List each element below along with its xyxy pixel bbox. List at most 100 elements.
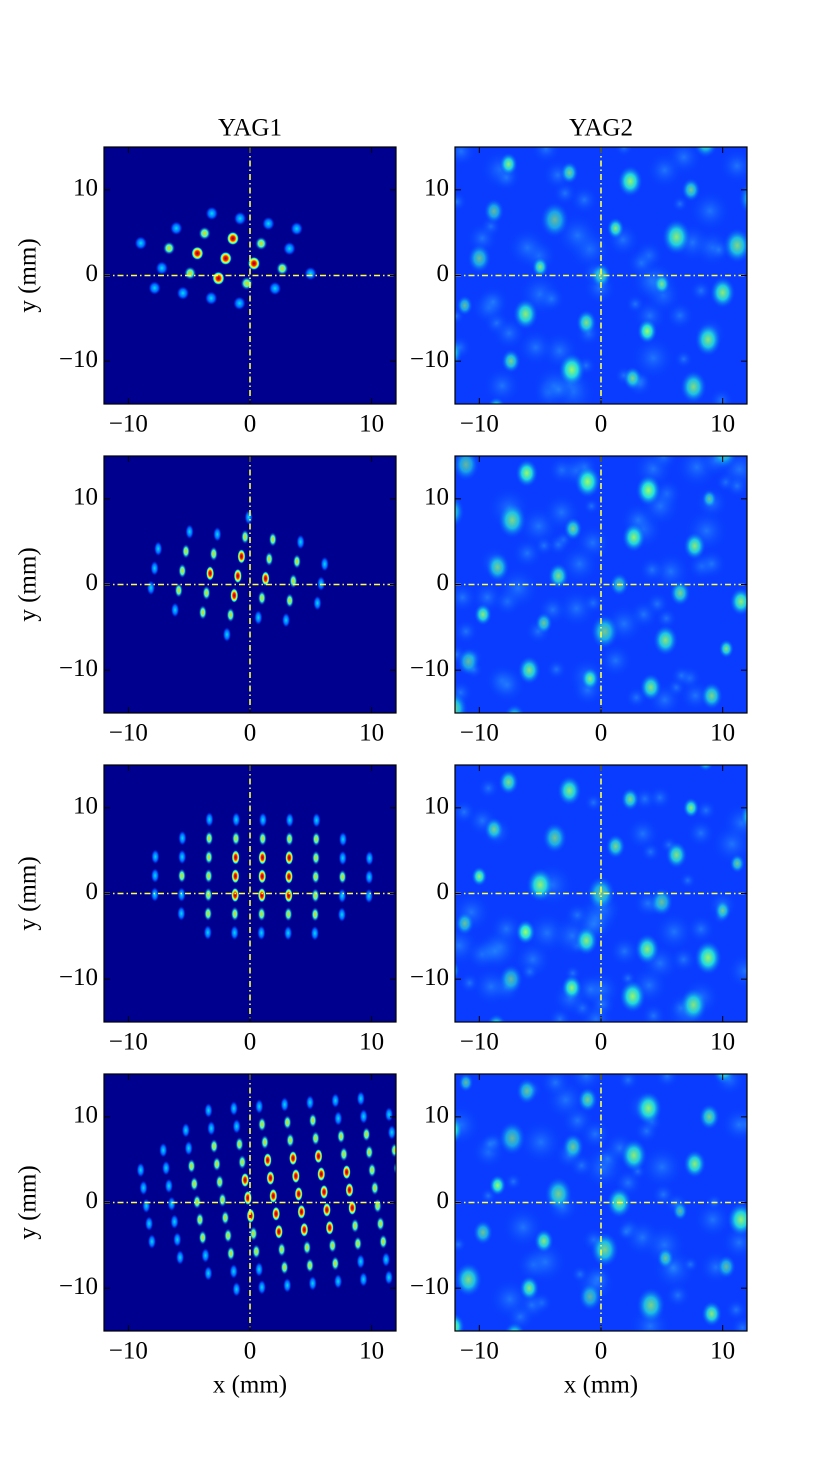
image-spot [231, 831, 240, 846]
image-spot [376, 1216, 385, 1231]
image-spot [258, 812, 267, 828]
image-spot [230, 906, 239, 922]
image-spot [233, 296, 246, 310]
image-spot [232, 1282, 241, 1297]
image-spot [277, 1242, 286, 1257]
x-tick-label: 0 [244, 1338, 257, 1365]
image-spot [338, 832, 347, 847]
image-spot [159, 1142, 168, 1158]
image-spot [226, 1246, 235, 1261]
image-spot [322, 1202, 331, 1218]
image-noise [696, 548, 727, 579]
image-spot [364, 888, 373, 904]
image-blob [558, 352, 586, 387]
image-spot [416, 1141, 424, 1155]
image-noise [569, 185, 599, 215]
image-noise [477, 285, 510, 318]
image-blob [455, 960, 460, 981]
image-spot [207, 1121, 216, 1136]
image-noise [559, 544, 600, 584]
panel-title: YAG2 [569, 115, 633, 142]
image-spot [280, 1260, 289, 1275]
image-blob [740, 803, 747, 830]
image-spot [370, 1180, 379, 1196]
image-blob [473, 1220, 493, 1245]
y-tick-label: 10 [424, 793, 449, 820]
x-tick-label: −10 [460, 720, 499, 747]
image-spot [292, 554, 301, 569]
image-spot [191, 246, 204, 260]
image-spot [206, 566, 215, 581]
image-spot [252, 1244, 261, 1259]
image-blob [474, 603, 492, 626]
image-spot [387, 1125, 396, 1140]
x-axis-label: x (mm) [564, 1372, 638, 1399]
image-spot [285, 812, 294, 828]
image-spot [226, 607, 235, 623]
image-spot [241, 529, 250, 545]
image-spot [195, 1212, 204, 1227]
image-noise [483, 367, 521, 404]
image-spot [170, 221, 183, 235]
image-blob [457, 647, 480, 676]
image-blob [515, 459, 539, 488]
image-blob [650, 888, 674, 917]
image-noise [625, 294, 645, 314]
y-tick-label: 0 [437, 1187, 450, 1214]
image-spot [178, 563, 187, 579]
image-noise [455, 147, 477, 167]
image-blob [729, 587, 747, 616]
image-blob [455, 456, 479, 481]
image-blob [498, 1121, 526, 1156]
image-blob [561, 974, 583, 1001]
image-blob [487, 396, 505, 404]
image-spot [176, 286, 189, 300]
image-blob [576, 309, 597, 336]
image-blob [619, 979, 646, 1013]
image-blob [623, 366, 643, 391]
image-noise [477, 777, 500, 799]
image-blob [456, 295, 473, 316]
image-blob [578, 1282, 602, 1311]
image-blob [714, 900, 731, 921]
image-spot [213, 527, 222, 542]
image-blob [662, 219, 691, 255]
image-spot [427, 1213, 435, 1227]
image-blob [499, 152, 518, 176]
image-noise [709, 388, 734, 404]
image-blob [557, 775, 582, 806]
image-blob [485, 552, 510, 582]
image-blob [501, 349, 521, 374]
image-spot [209, 546, 218, 562]
image-noise [670, 665, 692, 687]
image-spot [284, 925, 293, 941]
image-spot [254, 610, 263, 625]
image-spot [282, 612, 291, 628]
image-blob [455, 691, 468, 713]
image-spot [325, 1220, 334, 1235]
image-noise [569, 1074, 603, 1093]
image-spot [393, 1161, 396, 1175]
image-spot [306, 1095, 315, 1110]
image-noise [540, 1074, 571, 1098]
image-spot [280, 1097, 289, 1112]
image-spot [142, 1198, 151, 1213]
image-spot [311, 1131, 320, 1146]
image-spot [170, 1214, 179, 1229]
image-blob [617, 165, 643, 197]
image-spot [224, 1228, 233, 1243]
image-spot [348, 1200, 357, 1216]
image-spot [184, 1140, 193, 1156]
image-spot [163, 241, 176, 255]
image-spot [184, 266, 197, 280]
image-spot [255, 1099, 264, 1114]
image-spot [162, 1160, 171, 1176]
image-noise [545, 658, 567, 680]
image-spot [384, 1270, 393, 1285]
image-blob [455, 1313, 465, 1331]
image-blob [683, 531, 706, 560]
image-spot [178, 849, 187, 865]
image-blob [710, 456, 738, 470]
image-blob [580, 667, 600, 691]
image-spot [265, 551, 274, 567]
